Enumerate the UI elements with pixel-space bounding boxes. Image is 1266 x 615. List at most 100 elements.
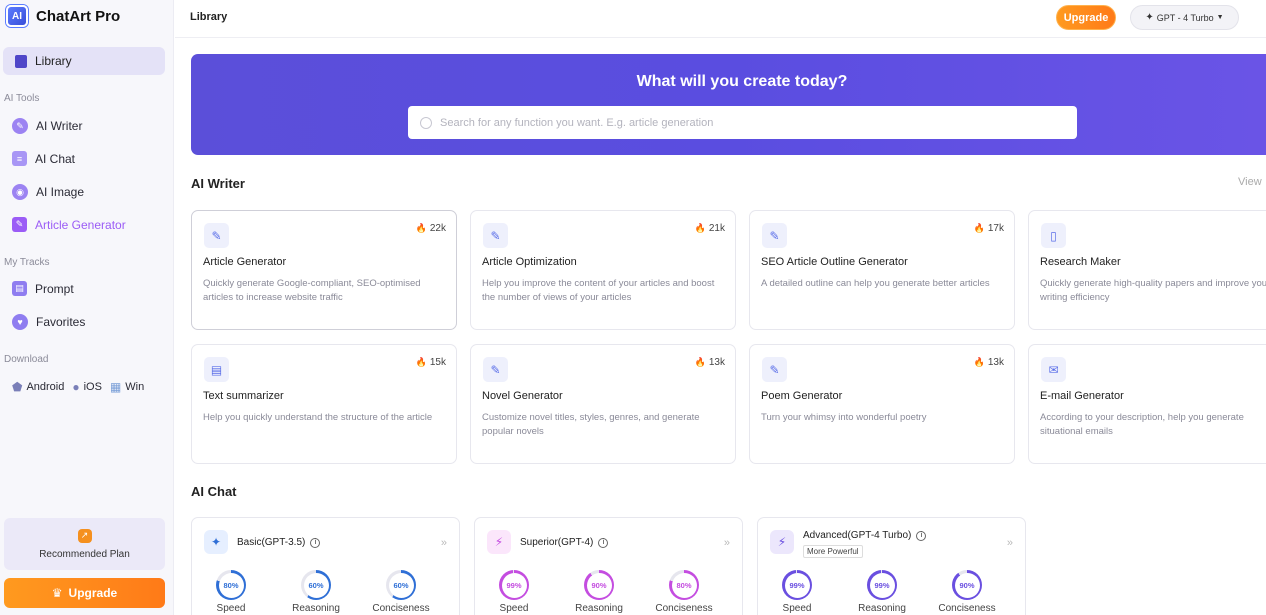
model-name: Basic(GPT-3.5) [237, 537, 306, 548]
model-name: Superior(GPT-4) [520, 537, 594, 548]
chat-model-card-basic[interactable]: ✦ Basic(GPT-3.5) i» 80% Speed 60% Reasoning 60%… [191, 517, 460, 615]
card-description: Quickly generate high-quality papers and… [1040, 278, 1266, 303]
metric-ring: 60% [386, 570, 416, 600]
double-chevron-right-icon[interactable]: » [1006, 537, 1013, 549]
sidebar-item-favorites[interactable]: ♥ Favorites [12, 314, 85, 330]
metric-ring: 80% [669, 570, 699, 600]
top-header: Library Upgrade ✦ GPT - 4 Turbo ▼ [175, 0, 1266, 38]
edit-icon: ✎ [483, 223, 508, 248]
header-upgrade-button[interactable]: Upgrade [1056, 5, 1116, 30]
search-input[interactable] [440, 116, 1040, 129]
card-title: Novel Generator [482, 390, 563, 402]
chat-model-card-advanced[interactable]: ⚡ Advanced(GPT-4 Turbo) i More Powerful » 99%… [757, 517, 1026, 615]
double-chevron-right-icon[interactable]: » [723, 537, 730, 549]
ai-writer-section-title: AI Writer [191, 176, 245, 191]
brand-name: ChatArt Pro [36, 7, 121, 25]
sidebar-item-label: Article Generator [35, 217, 126, 232]
metric-value: 60% [388, 572, 414, 598]
model-selector[interactable]: ✦ GPT - 4 Turbo ▼ [1130, 5, 1239, 30]
mail-icon: ✉ [1041, 357, 1066, 382]
search-icon [420, 116, 432, 129]
sidebar-item-label: AI Writer [36, 119, 83, 133]
sparkle-icon: ✦ [1145, 12, 1154, 23]
sidebar-item-ai-chat[interactable]: ≡ AI Chat [12, 151, 75, 166]
card-description: A detailed outline can help you generate… [761, 278, 990, 289]
sidebar-item-ai-image[interactable]: ◉ AI Image [12, 184, 84, 200]
tool-card-article-generator[interactable]: ✎ 🔥 22k Article Generator Quickly generate G… [191, 210, 457, 330]
brand-logo-icon: AI [6, 5, 28, 27]
recommended-plan-label: Recommended Plan [39, 548, 130, 560]
model-name-wrap: Basic(GPT-3.5) i [237, 537, 321, 548]
usage-count-value: 13k [708, 357, 725, 368]
edit-icon: ✎ [762, 357, 787, 382]
sidebar-upgrade-button[interactable]: ♛ Upgrade [4, 578, 165, 608]
model-icon: ✦ [204, 530, 228, 554]
view-all-link[interactable]: View [1238, 176, 1262, 188]
card-title: E-mail Generator [1040, 390, 1124, 402]
download-android[interactable]: Android [26, 381, 65, 393]
sidebar-item-ai-writer[interactable]: ✎ AI Writer [12, 118, 82, 134]
metric-value: 90% [586, 572, 612, 598]
hero-title: What will you create today? [636, 73, 848, 90]
fire-icon: 🔥 [694, 223, 706, 233]
sidebar-item-label: AI Chat [35, 151, 76, 166]
sidebar-item-article-generator[interactable]: ✎ Article Generator [12, 217, 126, 232]
metric-reasoning: 99% Reasoning [847, 570, 917, 614]
edit-icon: ✎ [204, 223, 229, 248]
model-name-wrap: Advanced(GPT-4 Turbo) i [803, 530, 927, 541]
card-title: Article Optimization [482, 256, 577, 268]
document-icon: ▤ [204, 357, 229, 382]
download-ios[interactable]: iOS [83, 381, 102, 393]
arrow-up-right-icon: ↗ [77, 528, 92, 543]
tool-card-novel-generator[interactable]: ✎ 🔥 13k Novel Generator Customize novel titl… [470, 344, 736, 464]
metric-label: Speed [499, 603, 529, 614]
model-icon: ⚡ [770, 530, 794, 554]
recommended-plan-card[interactable]: ↗ Recommended Plan [4, 518, 165, 570]
chat-model-card-superior[interactable]: ⚡ Superior(GPT-4) i » 99% Speed 90% Reasoning 80… [474, 517, 743, 615]
metric-ring: 80% [216, 570, 246, 600]
info-icon[interactable]: i [598, 538, 609, 548]
metric-speed: 99% Speed [762, 570, 832, 614]
brand[interactable]: AI ChatArt Pro [6, 5, 120, 27]
usage-count: 🔥 13k [974, 357, 1004, 368]
tool-card-text-summarizer[interactable]: ▤ 🔥 15k Text summarizer Help you quickly und… [191, 344, 457, 464]
tool-card-seo-outline-generator[interactable]: ✎ 🔥 17k SEO Article Outline Generator A deta… [749, 210, 1015, 330]
card-description: Help you quickly understand the structur… [203, 412, 433, 423]
sidebar-item-label: Prompt [35, 281, 74, 296]
info-icon[interactable]: i [310, 538, 321, 548]
metric-speed: 80% Speed [196, 570, 266, 614]
section-ai-tools: AI Tools [4, 93, 40, 104]
tool-card-article-optimization[interactable]: ✎ 🔥 21k Article Optimization Help you improv… [470, 210, 736, 330]
metric-value: 99% [784, 572, 810, 598]
card-description: Quickly generate Google-compliant, SEO-o… [203, 278, 421, 303]
card-title: Research Maker [1040, 256, 1121, 268]
download-win[interactable]: Win [125, 381, 145, 393]
book-icon: ▯ [1041, 223, 1066, 248]
metric-value: 60% [303, 572, 329, 598]
metric-conciseness: 80% Conciseness [649, 570, 719, 614]
card-description: Customize novel titles, styles, genres, … [482, 412, 700, 437]
favorites-icon: ♥ [12, 314, 28, 330]
metric-ring: 99% [782, 570, 812, 600]
sidebar-item-label: Favorites [36, 315, 86, 329]
sidebar-item-label: Library [35, 54, 72, 68]
usage-count: 🔥 21k [695, 223, 725, 234]
apple-icon: ● [72, 380, 80, 394]
sidebar-item-label: AI Image [36, 185, 85, 199]
sidebar-item-library[interactable]: Library [3, 47, 165, 75]
usage-count: 🔥 15k [416, 357, 446, 368]
model-badge: More Powerful [803, 545, 863, 558]
metric-label: Conciseness [655, 603, 713, 614]
tool-card-poem-generator[interactable]: ✎ 🔥 13k Poem Generator Turn your whimsy into… [749, 344, 1015, 464]
usage-count-value: 21k [708, 223, 725, 234]
info-icon[interactable]: i [916, 531, 927, 541]
metric-value: 80% [671, 572, 697, 598]
sidebar-item-prompt[interactable]: ▤ Prompt [12, 281, 74, 296]
metric-ring: 60% [301, 570, 331, 600]
search-box[interactable] [408, 106, 1077, 139]
double-chevron-right-icon[interactable]: » [440, 537, 447, 549]
metric-label: Conciseness [938, 603, 996, 614]
